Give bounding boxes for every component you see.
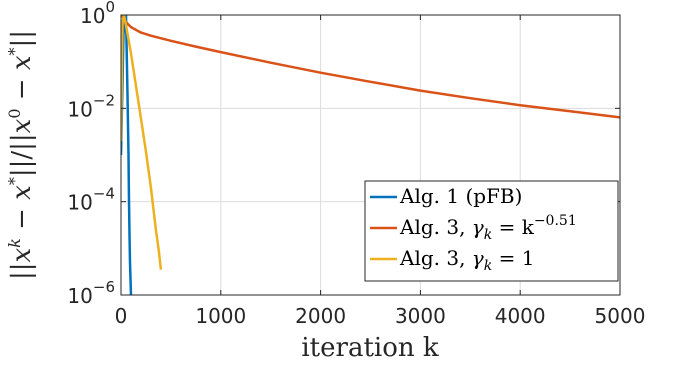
y-axis-ticks: 10−6 10−4 10−2 100 bbox=[67, 0, 620, 308]
y-axis-label: ||xk − x*||/||x0 − x*|| bbox=[5, 30, 37, 280]
x-tick-label: 0 bbox=[115, 304, 128, 328]
series-line-3 bbox=[121, 15, 163, 270]
x-tick-label: 2000 bbox=[295, 304, 346, 328]
legend-entry: Alg. 3, γk = k−0.51 bbox=[399, 213, 577, 243]
y-tick-label: 10−4 bbox=[67, 185, 115, 215]
series-line-2 bbox=[121, 15, 620, 119]
y-tick-label: 100 bbox=[80, 0, 115, 28]
x-axis-label: iteration k bbox=[301, 333, 439, 363]
x-tick-label: 4000 bbox=[495, 304, 546, 328]
series-layer bbox=[121, 15, 620, 295]
legend-entry: Alg. 1 (pFB) bbox=[399, 184, 522, 208]
x-tick-label: 5000 bbox=[595, 304, 646, 328]
x-axis-ticks: 0 1000 2000 3000 4000 5000 bbox=[115, 15, 646, 328]
x-tick-label: 3000 bbox=[395, 304, 446, 328]
legend: Alg. 1 (pFB) Alg. 3, γk = k−0.51 Alg. 3, γ… bbox=[364, 180, 619, 282]
legend-box bbox=[364, 180, 619, 282]
x-tick-label: 1000 bbox=[195, 304, 246, 328]
plot-frame bbox=[120, 14, 621, 296]
y-tick-label: 10−2 bbox=[67, 91, 115, 121]
y-tick-label: 10−6 bbox=[67, 278, 115, 308]
legend-entry: Alg. 3, γk = 1 bbox=[399, 246, 534, 274]
svg-text:||xk − x*||/||x0 − x*||: ||xk − x*||/||x0 − x*|| bbox=[5, 30, 37, 280]
